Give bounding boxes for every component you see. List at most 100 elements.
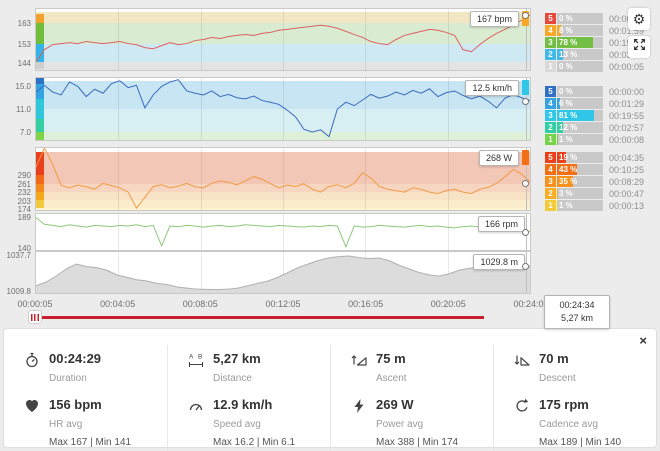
x-gridline [118,9,120,70]
zone-percent-fill [557,122,563,133]
stopwatch-icon [24,352,40,368]
ascent-icon [351,352,367,368]
zone-time-label: 00:03:16 [609,50,645,60]
x-axis-label: 00:16:05 [348,299,384,309]
zone-percent-bar: 78 % [557,37,603,48]
timeline-scrubber-handle[interactable] [28,310,42,324]
speed-chart[interactable]: 12.5 km/h [35,77,531,141]
x-gridline [118,214,120,250]
zone-percent-label: 3 % [559,189,573,198]
x-gridline [530,78,531,140]
stat-value: 12.9 km/h [213,397,273,412]
zone-percent-fill [557,37,593,48]
zone-band [36,80,530,109]
zone-time-label: 00:00:08 [609,135,645,145]
y-axis-label: 189 [17,212,31,222]
speed-value-tooltip: 12.5 km/h [465,80,519,96]
y-axis-label: 1009.8 [6,286,31,296]
x-gridline [283,148,284,210]
settings-button[interactable]: ⚙ [628,8,650,30]
altitude-value-tooltip: 1029.8 m [473,254,525,270]
power-end-marker [522,179,529,187]
zone-percent-fill [557,110,595,121]
zone-strip [36,43,44,62]
zone-band [36,43,530,62]
zone-band [36,208,530,210]
zone-percent-bar: 1 % [557,200,603,211]
stat-label: Distance [213,373,252,384]
zone-strip [36,131,44,140]
zone-time-label: 00:00:00 [609,87,645,97]
zone-percent-label: 12 % [559,123,578,132]
zone-time-label: 00:00:47 [609,189,645,199]
x-gridline [283,78,284,140]
stat-descent: 70 m Descent [493,345,656,391]
zone-percent-bar: 6 % [557,98,603,109]
zone-percent-fill [557,25,561,36]
x-gridline [200,214,202,250]
zone-row: 3 81 % 00:19:55 [545,110,657,121]
y-axis-label: 153 [17,39,31,49]
stat-cadence-avg: 175 rpm Cadence avg Max 189 | Min 140 [493,391,656,451]
zone-strip [36,99,44,119]
zone-percent-bar: 0 % [557,61,603,72]
zone-row: 4 43 % 00:10:25 [545,164,657,175]
x-gridline [118,78,120,140]
zone-band [36,183,530,192]
close-button[interactable]: × [639,333,647,348]
y-axis-label: 261 [17,179,31,189]
power-chart[interactable]: 268 W [35,147,531,211]
scrubber-grip-icon [31,313,39,321]
x-gridline [118,252,120,293]
zone-row: 3 78 % 00:19:09 [545,37,657,48]
stat-value: 75 m [376,351,406,366]
fullscreen-button[interactable] [628,36,650,58]
zone-number-badge: 5 [545,13,556,24]
chart-cursor-line [526,78,527,140]
zone-number-badge: 5 [545,152,556,163]
timeline-progress-bar[interactable] [42,316,484,319]
cadence-end-marker [522,229,529,237]
x-gridline [200,252,202,293]
x-axis-label: 00:24:05 [513,299,549,309]
zone-time-label: 00:02:57 [609,123,645,133]
y-axis-label: 163 [17,18,31,28]
zone-number-badge: 4 [545,98,556,109]
y-axis-label: 174 [17,205,31,214]
zone-percent-bar: 1 % [557,134,603,145]
zone-percent-bar: 12 % [557,122,603,133]
zone-strip [36,78,44,84]
zone-number-badge: 3 [545,176,556,187]
cadence-chart[interactable]: 166 rpm [35,213,531,251]
y-axis-label: 203 [17,196,31,206]
svg-text:A: A [189,354,194,361]
stat-value: 5,27 km [213,351,261,366]
altitude-chart[interactable]: 1029.8 m [35,251,531,294]
x-gridline [365,214,367,250]
zone-time-label: 00:19:09 [609,38,645,48]
zone-percent-bar: 13 % [557,49,603,60]
stat-label: HR avg [49,419,83,430]
speed-end-marker [522,98,529,106]
zone-time-label: 00:08:29 [609,177,645,187]
zone-percent-fill [557,49,563,60]
x-gridline [283,214,284,250]
stat-hr-avg: 156 bpm HR avg Max 167 | Min 141 [4,391,167,451]
x-gridline [447,252,449,293]
zone-row: 3 35 % 00:08:29 [545,176,657,187]
x-gridline [365,148,367,210]
y-axis-label: 232 [17,188,31,198]
zone-percent-label: 81 % [559,111,578,120]
x-gridline [200,148,202,210]
stat-label: Descent [539,373,576,384]
x-axis-label: 00:20:05 [430,299,466,309]
x-gridline [447,214,449,250]
heart-rate-chart[interactable]: 167 bpm [35,8,531,71]
stat-max-min: Max 16.2 | Min 6.1 [213,437,296,448]
expand-icon [633,38,646,56]
x-gridline [530,9,531,70]
